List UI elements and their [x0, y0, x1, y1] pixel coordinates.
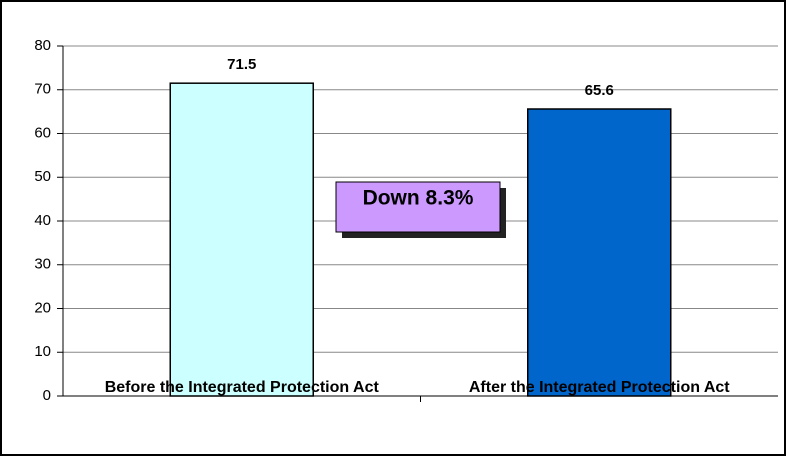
y-tick-label: 0	[43, 387, 51, 404]
y-tick-label: 30	[34, 256, 51, 273]
bar	[169, 82, 314, 397]
y-tick-label: 50	[34, 168, 51, 185]
y-tick-label: 60	[34, 124, 51, 141]
y-tick-label: 80	[34, 37, 51, 54]
annotation: Down 8.3%	[363, 187, 474, 210]
y-tick-label: 70	[34, 81, 51, 98]
annotation-box	[335, 181, 501, 233]
y-tick-label: 10	[34, 343, 51, 360]
data-label: 65.6	[585, 82, 614, 99]
bar	[527, 108, 672, 397]
y-tick-label: 20	[34, 299, 51, 316]
x-tick-label: Before the Integrated Protection Act	[105, 379, 380, 396]
data-label: 71.5	[227, 56, 256, 73]
y-tick-label: 40	[34, 212, 51, 229]
x-tick-label: After the Integrated Protection Act	[469, 379, 730, 396]
